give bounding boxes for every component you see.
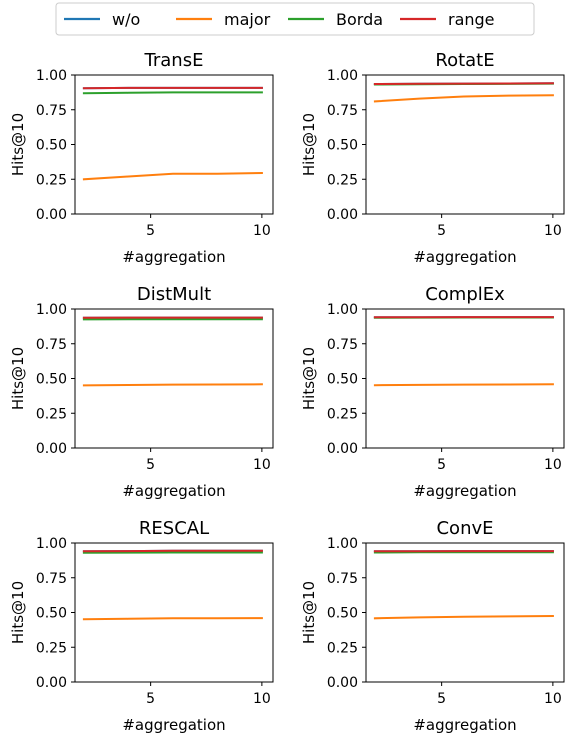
y-axis-label: Hits@10 bbox=[300, 347, 318, 410]
y-tick-label: 1.00 bbox=[327, 302, 358, 318]
x-axis-label: #aggregation bbox=[413, 482, 516, 500]
x-tick-label: 10 bbox=[544, 457, 562, 473]
y-tick-label: 0.75 bbox=[36, 571, 67, 587]
x-tick-label: 5 bbox=[146, 223, 155, 239]
subplot-complex: ComplEx 0.00 0.25 0.50 0.75 1.00 5 10 #aggregati… bbox=[300, 284, 565, 500]
y-axis-label: Hits@10 bbox=[9, 113, 27, 176]
chart-title: RotatE bbox=[435, 50, 494, 71]
y-tick-label: 0.00 bbox=[36, 207, 67, 223]
x-tick-label: 5 bbox=[437, 691, 446, 707]
series-line-major bbox=[82, 617, 263, 621]
y-tick-label: 0.50 bbox=[327, 138, 358, 154]
y-tick-label: 1.00 bbox=[327, 68, 358, 84]
subplot-rotate: RotatE 0.00 0.25 0.50 0.75 1.00 5 10 #aggregatio… bbox=[300, 50, 565, 266]
x-tick-label: 5 bbox=[437, 223, 446, 239]
x-axis-label: #aggregation bbox=[122, 482, 225, 500]
x-tick-label: 10 bbox=[253, 457, 271, 473]
chart-title: RESCAL bbox=[139, 518, 209, 539]
y-tick-label: 0.00 bbox=[327, 207, 358, 223]
legend: w/o major Borda range bbox=[55, 2, 535, 36]
x-tick-label: 5 bbox=[437, 457, 446, 473]
y-tick-label: 0.50 bbox=[36, 138, 67, 154]
series-line-borda bbox=[82, 91, 263, 95]
series-line-major bbox=[82, 171, 263, 181]
y-tick-label: 0.00 bbox=[327, 441, 358, 457]
subplot-rescal: RESCAL 0.00 0.25 0.50 0.75 1.00 5 10 #aggregatio… bbox=[9, 518, 274, 734]
chart-title: TransE bbox=[144, 50, 204, 71]
y-axis-label: Hits@10 bbox=[300, 581, 318, 644]
y-tick-label: 0.25 bbox=[36, 172, 67, 188]
y-tick-label: 1.00 bbox=[36, 302, 67, 318]
x-tick-label: 10 bbox=[253, 223, 271, 239]
subplot-grid: TransE 0.00 0.25 0.50 0.75 1.00 5 10 #aggregatio… bbox=[9, 50, 565, 734]
y-tick-label: 0.75 bbox=[327, 571, 358, 587]
y-tick-label: 0.75 bbox=[36, 103, 67, 119]
x-tick-label: 5 bbox=[146, 457, 155, 473]
series-line-range bbox=[82, 549, 263, 553]
axes-frame bbox=[365, 542, 565, 683]
chart-title: ConvE bbox=[436, 518, 493, 539]
y-axis-label: Hits@10 bbox=[300, 113, 318, 176]
y-tick-label: 0.50 bbox=[327, 372, 358, 388]
legend-label: Borda bbox=[336, 10, 383, 29]
y-tick-label: 0.00 bbox=[36, 441, 67, 457]
y-tick-label: 0.50 bbox=[36, 372, 67, 388]
y-tick-label: 0.25 bbox=[36, 406, 67, 422]
axes-frame bbox=[74, 74, 274, 215]
y-tick-label: 0.75 bbox=[327, 337, 358, 353]
subplot-conve: ConvE 0.00 0.25 0.50 0.75 1.00 5 10 #aggregation… bbox=[300, 518, 565, 734]
y-axis-label: Hits@10 bbox=[9, 347, 27, 410]
series-line-major bbox=[373, 94, 554, 103]
subplot-distmult: DistMult 0.00 0.25 0.50 0.75 1.00 5 10 #aggregat… bbox=[9, 284, 274, 500]
series-line-major bbox=[373, 614, 554, 620]
x-axis-label: #aggregation bbox=[122, 716, 225, 734]
x-tick-label: 5 bbox=[146, 691, 155, 707]
y-tick-label: 0.25 bbox=[327, 172, 358, 188]
legend-label: w/o bbox=[112, 10, 140, 29]
y-tick-label: 1.00 bbox=[327, 536, 358, 552]
y-tick-label: 0.50 bbox=[36, 606, 67, 622]
x-axis-label: #aggregation bbox=[413, 248, 516, 266]
chart-title: ComplEx bbox=[425, 284, 505, 305]
y-tick-label: 0.75 bbox=[327, 103, 358, 119]
chart-title: DistMult bbox=[137, 284, 211, 305]
x-tick-label: 10 bbox=[544, 223, 562, 239]
axes-frame bbox=[74, 308, 274, 449]
axes-frame bbox=[74, 542, 274, 683]
axes-frame bbox=[365, 308, 565, 449]
series-line-range bbox=[373, 82, 554, 86]
x-tick-label: 10 bbox=[253, 691, 271, 707]
y-tick-label: 1.00 bbox=[36, 68, 67, 84]
y-tick-label: 0.25 bbox=[36, 640, 67, 656]
y-tick-label: 0.75 bbox=[36, 337, 67, 353]
legend-label: range bbox=[448, 10, 495, 29]
x-axis-label: #aggregation bbox=[122, 248, 225, 266]
y-tick-label: 0.25 bbox=[327, 406, 358, 422]
series-line-major bbox=[373, 383, 554, 387]
y-tick-label: 0.00 bbox=[327, 675, 358, 691]
y-tick-label: 0.50 bbox=[327, 606, 358, 622]
x-axis-label: #aggregation bbox=[413, 716, 516, 734]
legend-label: major bbox=[224, 10, 271, 29]
x-tick-label: 10 bbox=[544, 691, 562, 707]
y-tick-label: 0.25 bbox=[327, 640, 358, 656]
y-tick-label: 1.00 bbox=[36, 536, 67, 552]
series-line-major bbox=[82, 383, 263, 387]
y-axis-label: Hits@10 bbox=[9, 581, 27, 644]
subplot-transe: TransE 0.00 0.25 0.50 0.75 1.00 5 10 #aggregatio… bbox=[9, 50, 274, 266]
y-tick-label: 0.00 bbox=[36, 675, 67, 691]
